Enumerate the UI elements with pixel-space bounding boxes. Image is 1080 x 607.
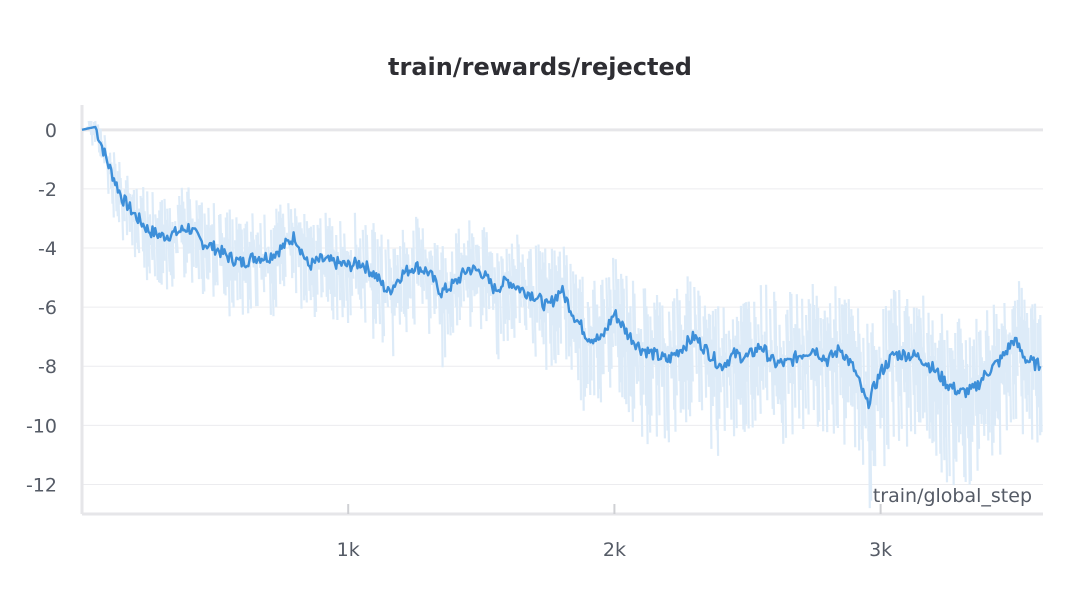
raw-series-band <box>86 120 1043 509</box>
smoothed-series-line <box>81 125 1042 410</box>
y-tick-label: -12 <box>26 474 57 496</box>
x-tick-label: 2k <box>603 539 626 561</box>
axes <box>80 105 1043 516</box>
x-tick-label: 3k <box>869 539 892 561</box>
raw-series-spikes <box>86 120 1043 509</box>
chart-title: train/rewards/rejected <box>388 53 692 81</box>
y-tick-label: -10 <box>26 415 57 437</box>
y-tick-label: -2 <box>38 179 57 201</box>
y-tick-label: -6 <box>38 297 57 319</box>
smoothed-series <box>81 125 1042 410</box>
tick-labels: 0 -2 -4 -6 -8 -10 -12 1k 2k 3k train/global_step <box>26 120 1032 561</box>
y-tick-label: -4 <box>38 238 57 260</box>
y-tick-label: 0 <box>45 120 57 142</box>
y-tick-label: -8 <box>38 356 57 378</box>
x-axis-label: train/global_step <box>873 485 1032 507</box>
x-tick-label: 1k <box>337 539 360 561</box>
